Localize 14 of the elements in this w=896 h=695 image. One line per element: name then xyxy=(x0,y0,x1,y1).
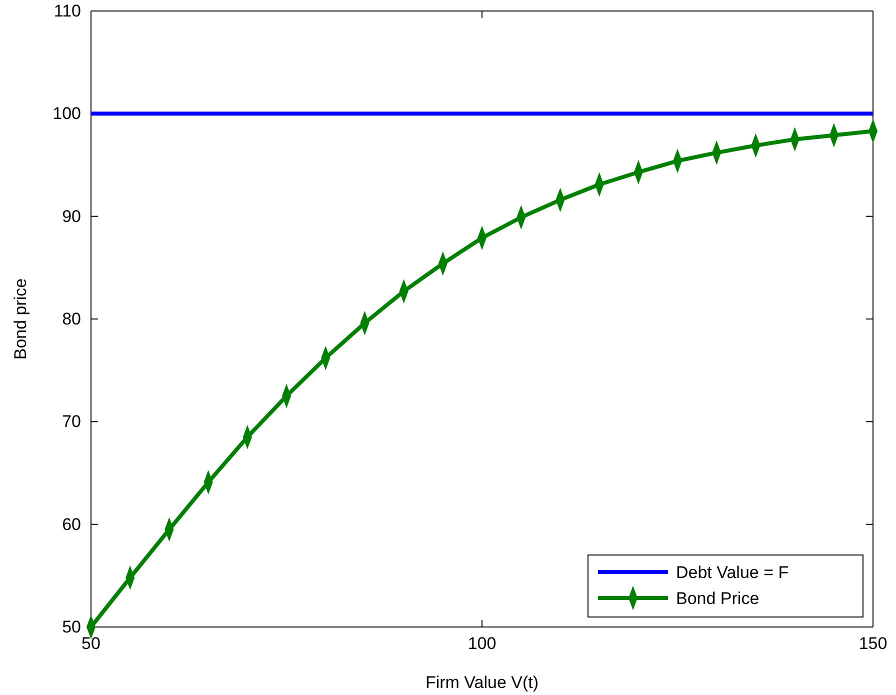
y-tick-label: 100 xyxy=(52,104,81,124)
y-tick-label: 50 xyxy=(62,617,81,636)
x-tick-label: 50 xyxy=(82,634,100,654)
y-tick-label: 70 xyxy=(62,412,81,432)
y-tick-label: 90 xyxy=(62,206,81,226)
y-tick-label: 110 xyxy=(54,1,81,20)
x-tick-label: 150 xyxy=(858,634,888,654)
y-tick-label: 60 xyxy=(62,514,81,534)
legend-label: Debt Value = F xyxy=(676,563,789,582)
x-axis-title: Firm Value V(t) xyxy=(425,673,539,692)
legend-label: Bond Price xyxy=(676,589,760,608)
y-tick-label: 80 xyxy=(62,309,81,328)
x-tick-label: 100 xyxy=(468,634,496,654)
y-axis-title: Bond price xyxy=(11,278,30,360)
